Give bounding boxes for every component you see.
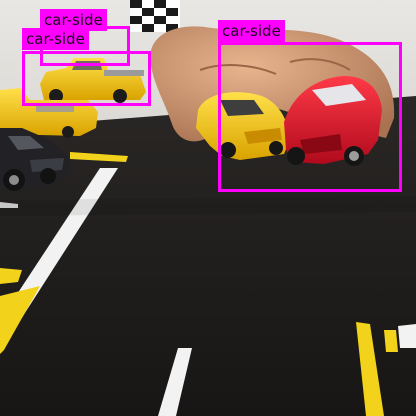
- detection-box-pickup: [22, 51, 151, 106]
- checkered-pattern: [130, 0, 180, 32]
- black-car: [0, 128, 70, 191]
- red-sports-car: [284, 76, 382, 166]
- lane-markings: [0, 152, 416, 416]
- detection-label-cars: car-side: [218, 20, 285, 42]
- detection-label-back: car-side: [40, 9, 107, 31]
- detection-label-pickup: car-side: [22, 28, 89, 50]
- detection-box-cars: [218, 42, 402, 192]
